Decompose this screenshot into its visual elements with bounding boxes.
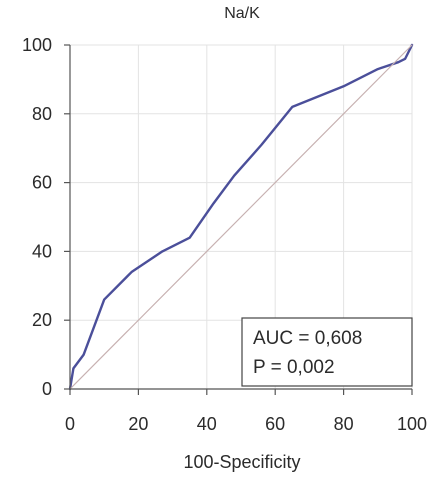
chart-title: Na/K: [224, 5, 260, 22]
x-tick-label-5: 100: [397, 414, 427, 434]
x-tick-label-1: 20: [128, 414, 148, 434]
legend-auc: AUC = 0,608: [253, 328, 362, 349]
legend-box: AUC = 0,608 P = 0,002: [241, 317, 413, 387]
axis-ticks: 0 20 40 60 80 100 0 20 40 60 80 100: [22, 35, 427, 434]
roc-curve-line: [68, 43, 414, 391]
x-tick-label-0: 0: [65, 414, 75, 434]
y-tick-label-0: 0: [42, 379, 52, 399]
legend-p: P = 0,002: [253, 357, 335, 378]
reference-diagonal-line: [69, 44, 413, 390]
plot-series: [68, 43, 414, 391]
y-tick-label-3: 60: [32, 173, 52, 193]
x-tick-label-4: 80: [334, 414, 354, 434]
x-tick-label-2: 40: [197, 414, 217, 434]
y-tick-label-4: 80: [32, 104, 52, 124]
y-tick-label-2: 40: [32, 241, 52, 261]
x-tick-label-3: 60: [265, 414, 285, 434]
grid-lines: [69, 44, 413, 390]
y-tick-label-1: 20: [32, 310, 52, 330]
legend-frame: [241, 317, 413, 387]
x-axis-label: 100-Specificity: [183, 452, 300, 472]
y-tick-label-5: 100: [22, 35, 52, 55]
